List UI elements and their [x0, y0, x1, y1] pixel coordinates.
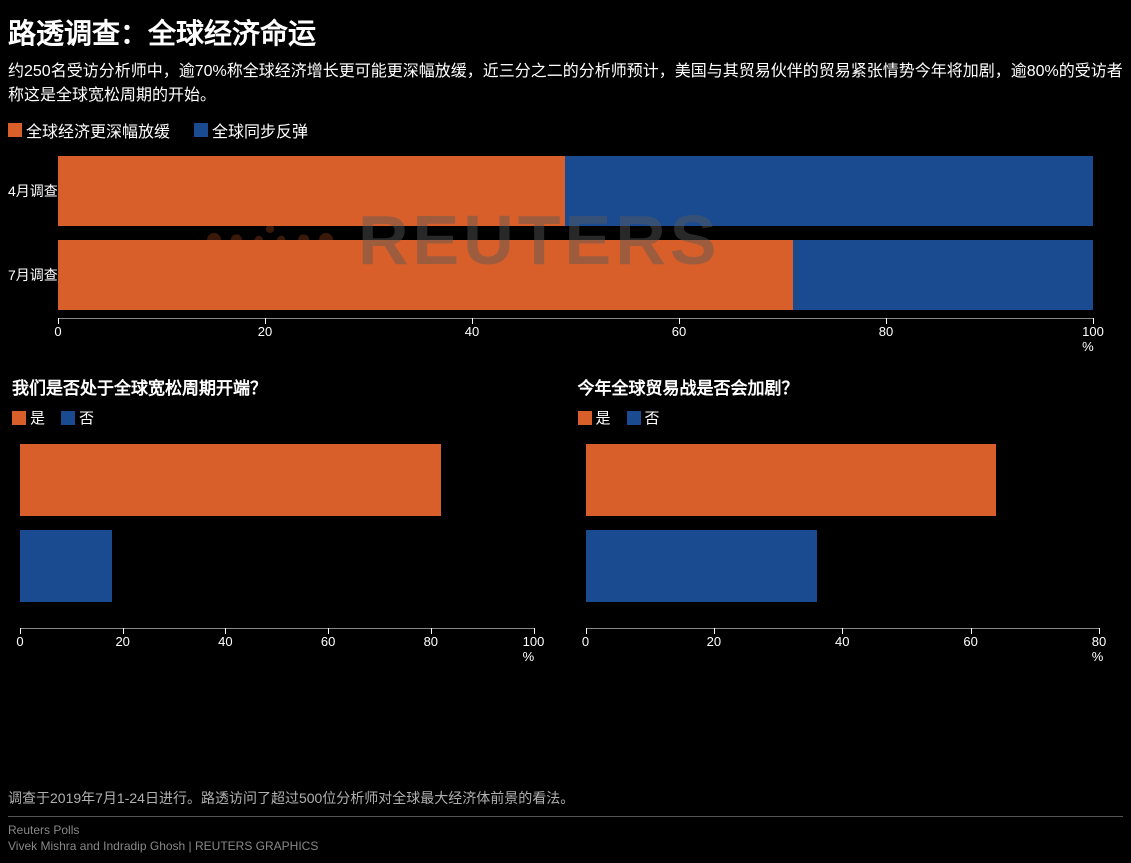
- axis-tick: 60: [963, 634, 977, 649]
- axis-tick: 100 %: [523, 634, 545, 664]
- axis-tick: 20: [258, 324, 272, 339]
- bar-segment-blue: [565, 156, 1093, 226]
- hbar-no: [20, 530, 112, 602]
- legend-item: 是: [578, 407, 611, 428]
- legend-item: 否: [627, 407, 660, 428]
- hbar-area: 020406080 %: [586, 444, 1100, 654]
- axis-tick: 60: [321, 634, 335, 649]
- bar-segment-orange: [58, 156, 565, 226]
- legend-label: 是: [596, 407, 611, 428]
- legend-swatch-orange: [578, 411, 592, 425]
- axis-tick: 60: [672, 324, 686, 339]
- hbar-yes: [586, 444, 997, 516]
- top-stacked-chart: 4月调查 7月调查 020406080100 %: [58, 156, 1093, 344]
- hbar-yes: [20, 444, 441, 516]
- legend-label: 全球经济更深幅放缓: [26, 118, 170, 142]
- legend-label: 否: [79, 407, 94, 428]
- legend-swatch-blue: [61, 411, 75, 425]
- hbar-area: 020406080100 %: [20, 444, 534, 654]
- bottom-left-chart: 我们是否处于全球宽松周期开端？ 是 否 020406080100 %: [12, 374, 554, 654]
- footer-note: 调查于2019年7月1-24日进行。路透访问了超过500位分析师对全球最大经济体…: [8, 788, 1123, 808]
- axis-tick: 0: [54, 324, 61, 339]
- footer-source: Reuters Polls: [8, 823, 1123, 837]
- legend-item: 全球经济更深幅放缓: [8, 118, 170, 142]
- hbar-no: [586, 530, 817, 602]
- bar-segment-blue: [793, 240, 1093, 310]
- sub-legend: 是 否: [578, 407, 1120, 428]
- footer-divider: [8, 816, 1123, 817]
- top-axis: 020406080100 %: [58, 324, 1093, 344]
- chart-title: 路透调查：全球经济命运: [8, 12, 1123, 52]
- sub-chart-title: 我们是否处于全球宽松周期开端？: [12, 374, 554, 399]
- axis-tick: 100 %: [1082, 324, 1104, 354]
- axis-tick: 80: [879, 324, 893, 339]
- axis-tick: 20: [707, 634, 721, 649]
- axis-tick: 80: [424, 634, 438, 649]
- bottom-right-chart: 今年全球贸易战是否会加剧？ 是 否 020406080 %: [578, 374, 1120, 654]
- axis-tick: 20: [115, 634, 129, 649]
- sub-legend: 是 否: [12, 407, 554, 428]
- axis-tick: 80 %: [1092, 634, 1106, 664]
- stacked-row: 7月调查: [58, 240, 1093, 310]
- footer-credit: Vivek Mishra and Indradip Ghosh | REUTER…: [8, 839, 1123, 853]
- legend-swatch-orange: [8, 123, 22, 137]
- legend-swatch-blue: [194, 123, 208, 137]
- chart-subtitle: 约250名受访分析师中，逾70%称全球经济增长更可能更深幅放缓，近三分之二的分析…: [8, 60, 1123, 108]
- axis-tick: 0: [582, 634, 589, 649]
- row-label: 4月调查: [8, 181, 58, 201]
- legend-item: 是: [12, 407, 45, 428]
- top-legend: 全球经济更深幅放缓 全球同步反弹: [8, 118, 1123, 142]
- row-label: 7月调查: [8, 265, 58, 285]
- legend-item: 全球同步反弹: [194, 118, 308, 142]
- legend-label: 否: [645, 407, 660, 428]
- axis-tick: 40: [835, 634, 849, 649]
- axis-tick: 40: [465, 324, 479, 339]
- legend-label: 是: [30, 407, 45, 428]
- sub-chart-title: 今年全球贸易战是否会加剧？: [578, 374, 1120, 399]
- legend-swatch-blue: [627, 411, 641, 425]
- chart-footer: 调查于2019年7月1-24日进行。路透访问了超过500位分析师对全球最大经济体…: [8, 788, 1123, 853]
- bar-segment-orange: [58, 240, 793, 310]
- legend-swatch-orange: [12, 411, 26, 425]
- hbar-axis: 020406080100 %: [20, 634, 534, 654]
- stacked-row: 4月调查: [58, 156, 1093, 226]
- legend-label: 全球同步反弹: [212, 118, 308, 142]
- axis-tick: 40: [218, 634, 232, 649]
- hbar-axis: 020406080 %: [586, 634, 1100, 654]
- axis-tick: 0: [16, 634, 23, 649]
- legend-item: 否: [61, 407, 94, 428]
